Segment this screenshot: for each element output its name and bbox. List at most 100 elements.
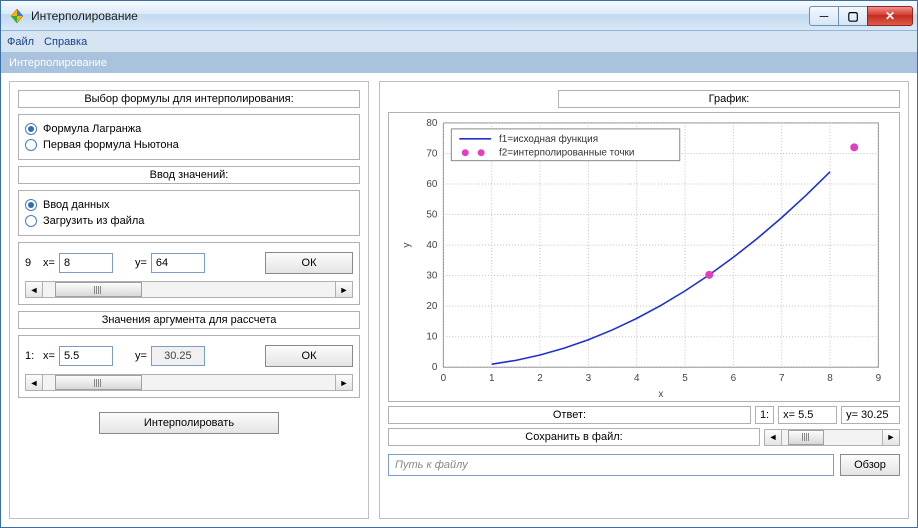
radio-icon: [25, 123, 37, 135]
data-scrollbar[interactable]: ◄ ►: [25, 281, 353, 298]
radio-icon: [25, 215, 37, 227]
app-icon: [9, 8, 25, 24]
scroll-track[interactable]: [43, 375, 335, 390]
svg-text:f2=интерполированные точки: f2=интерполированные точки: [499, 148, 634, 159]
data-ok-button[interactable]: ОК: [265, 252, 353, 274]
answer-index: 1:: [755, 406, 774, 424]
menu-help[interactable]: Справка: [44, 36, 87, 48]
data-entry: 9 x= y= ОК ◄ ►: [18, 242, 360, 305]
arg-index: 1:: [25, 350, 39, 362]
menu-file[interactable]: Файл: [7, 36, 34, 48]
file-path-input[interactable]: Путь к файлу: [388, 454, 834, 476]
values-option-manual[interactable]: Ввод данных: [25, 197, 353, 213]
values-option-file[interactable]: Загрузить из файла: [25, 213, 353, 229]
values-header: Ввод значений:: [18, 166, 360, 184]
minimize-icon: ─: [820, 10, 829, 22]
svg-text:2: 2: [537, 373, 543, 384]
left-panel: Выбор формулы для интерполирования: Форм…: [9, 81, 369, 519]
svg-text:20: 20: [426, 301, 438, 312]
save-row: Сохранить в файл: ◄ ►: [388, 428, 900, 446]
browse-button[interactable]: Обзор: [840, 454, 900, 476]
window-title: Интерполирование: [31, 9, 810, 23]
chart-header: График:: [558, 90, 900, 108]
arg-y-output: [151, 346, 205, 366]
arg-scrollbar[interactable]: ◄ ►: [25, 374, 353, 391]
formula-option-label: Первая формула Ньютона: [43, 139, 179, 151]
values-option-label: Загрузить из файла: [43, 215, 144, 227]
minimize-button[interactable]: ─: [809, 6, 839, 26]
data-row: 9 x= y= ОК: [25, 249, 353, 277]
interpolate-button[interactable]: Интерполировать: [99, 412, 279, 434]
formula-body: Формула Лагранжа Первая формула Ньютона: [18, 114, 360, 160]
answer-scrollbar[interactable]: ◄ ►: [764, 429, 900, 446]
arg-row: 1: x= y= ОК: [25, 342, 353, 370]
answer-label: Ответ:: [388, 406, 751, 424]
scroll-left-icon[interactable]: ◄: [765, 430, 782, 445]
radio-icon: [25, 139, 37, 151]
values-body: Ввод данных Загрузить из файла: [18, 190, 360, 236]
scroll-right-icon[interactable]: ►: [882, 430, 899, 445]
svg-text:4: 4: [634, 373, 640, 384]
app-window: Интерполирование ─ ▢ ✕ Файл Справка Инте…: [0, 0, 918, 528]
file-row: Путь к файлу Обзор: [388, 454, 900, 476]
data-index: 9: [25, 257, 39, 269]
formula-option-newton[interactable]: Первая формула Ньютона: [25, 137, 353, 153]
close-icon: ✕: [885, 10, 895, 22]
svg-text:0: 0: [441, 373, 447, 384]
svg-text:0: 0: [432, 362, 438, 373]
args-header: Значения аргумента для рассчета: [18, 311, 360, 329]
y-label: y=: [135, 350, 147, 362]
answer-x: x= 5.5: [778, 406, 837, 424]
save-label: Сохранить в файл:: [388, 428, 760, 446]
svg-text:f1=исходная функция: f1=исходная функция: [499, 134, 598, 145]
svg-text:30: 30: [426, 271, 438, 282]
svg-text:y: y: [402, 243, 413, 248]
svg-text:80: 80: [426, 118, 438, 129]
scroll-left-icon[interactable]: ◄: [26, 375, 43, 390]
radio-icon: [25, 199, 37, 211]
scroll-right-icon[interactable]: ►: [335, 282, 352, 297]
svg-text:6: 6: [731, 373, 737, 384]
scroll-thumb[interactable]: [788, 430, 824, 445]
close-button[interactable]: ✕: [867, 6, 913, 26]
scroll-left-icon[interactable]: ◄: [26, 282, 43, 297]
arg-ok-button[interactable]: ОК: [265, 345, 353, 367]
svg-text:5: 5: [682, 373, 688, 384]
scroll-thumb[interactable]: [55, 282, 143, 297]
svg-text:8: 8: [827, 373, 833, 384]
scroll-right-icon[interactable]: ►: [335, 375, 352, 390]
arg-x-input[interactable]: [59, 346, 113, 366]
formula-option-label: Формула Лагранжа: [43, 123, 141, 135]
x-input[interactable]: [59, 253, 113, 273]
scroll-thumb[interactable]: [55, 375, 143, 390]
svg-text:40: 40: [426, 240, 438, 251]
args-body: 1: x= y= ОК ◄ ►: [18, 335, 360, 398]
x-label: x=: [43, 257, 55, 269]
maximize-icon: ▢: [847, 10, 858, 22]
content: Выбор формулы для интерполирования: Форм…: [1, 73, 917, 527]
chart-svg: 012345678901020304050607080xyf1=исходная…: [389, 113, 899, 401]
svg-text:1: 1: [489, 373, 495, 384]
svg-text:x: x: [658, 389, 663, 400]
svg-text:50: 50: [426, 210, 438, 221]
svg-text:3: 3: [586, 373, 592, 384]
y-input[interactable]: [151, 253, 205, 273]
menubar: Файл Справка: [1, 31, 917, 53]
svg-text:60: 60: [426, 179, 438, 190]
answer-y: y= 30.25: [841, 406, 900, 424]
formula-option-lagrange[interactable]: Формула Лагранжа: [25, 121, 353, 137]
x-label: x=: [43, 350, 55, 362]
answer-row: Ответ: 1: x= 5.5 y= 30.25: [388, 406, 900, 424]
maximize-button[interactable]: ▢: [838, 6, 868, 26]
chart: 012345678901020304050607080xyf1=исходная…: [388, 112, 900, 402]
y-label: y=: [135, 257, 147, 269]
scroll-track[interactable]: [43, 282, 335, 297]
titlebar[interactable]: Интерполирование ─ ▢ ✕: [1, 1, 917, 31]
subheader: Интерполирование: [1, 53, 917, 73]
scroll-track[interactable]: [782, 430, 882, 445]
formula-header: Выбор формулы для интерполирования:: [18, 90, 360, 108]
window-controls: ─ ▢ ✕: [810, 6, 913, 26]
svg-text:9: 9: [876, 373, 882, 384]
svg-text:10: 10: [426, 332, 438, 343]
svg-text:7: 7: [779, 373, 785, 384]
